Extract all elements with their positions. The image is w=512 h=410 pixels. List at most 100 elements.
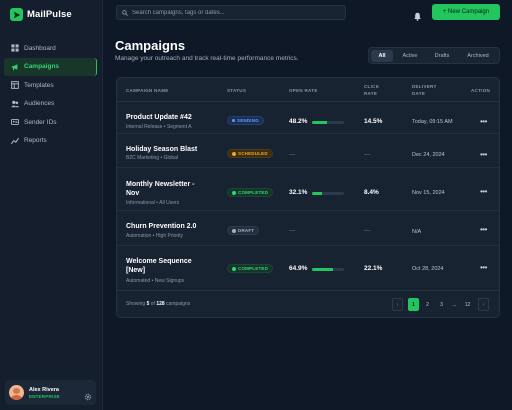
campaign-name[interactable]: Churn Prevention 2.0: [126, 223, 197, 230]
sidebar-item-sender-ids[interactable]: Sender IDs: [4, 113, 97, 131]
sidebar-item-label: Reports: [24, 137, 47, 144]
prev-page-button[interactable]: ‹: [392, 298, 403, 311]
more-actions-icon[interactable]: •••: [480, 150, 487, 159]
delivery-date: Nov 15, 2024: [412, 190, 445, 196]
bell-icon[interactable]: [413, 8, 422, 21]
sidebar-item-dashboard[interactable]: Dashboard: [4, 39, 97, 57]
status-badge: DRAFT: [227, 226, 260, 235]
table-header: CAMPAIGN NAME STATUS OPEN RATE CLICK RAT…: [117, 78, 499, 102]
page-ellipsis: ...: [452, 301, 457, 308]
avatar: [9, 385, 24, 400]
table-row[interactable]: Churn Prevention 2.0 Automation • High P…: [117, 212, 499, 246]
page-button-3[interactable]: 3: [440, 301, 443, 308]
summary-shown-count: 5: [146, 301, 150, 307]
sidebar-item-label: Templates: [24, 81, 54, 89]
click-rate-value: 8.4%: [364, 189, 379, 196]
user-card[interactable]: Alex Rivera ENTERPRISE: [5, 380, 96, 405]
table-row[interactable]: Monthly Newsletter - Nov Informational •…: [117, 169, 499, 211]
sidebar-item-reports[interactable]: Reports: [4, 132, 97, 150]
search-icon: [122, 9, 128, 16]
users-icon: [11, 100, 19, 108]
gear-icon[interactable]: [84, 388, 92, 401]
open-rate-value: 48.2%: [289, 118, 308, 125]
next-page-button[interactable]: ›: [478, 298, 489, 311]
campaign-name[interactable]: Monthly Newsletter -: [126, 181, 195, 188]
sidebar-nav: Dashboard Campaigns Templates Audiences …: [4, 39, 97, 150]
send-logo-icon: [10, 8, 23, 21]
page-subtitle: Manage your outreach and track real-time…: [115, 55, 299, 62]
sidebar-item-label: Sender IDs: [24, 118, 57, 126]
status-label: COMPLETED: [238, 190, 269, 195]
tab-drafts[interactable]: Drafts: [434, 52, 450, 59]
open-rate-bar: [312, 192, 344, 195]
table-row[interactable]: Welcome Sequence [New] Automated • New S…: [117, 247, 499, 291]
column-header-status[interactable]: STATUS: [227, 88, 247, 93]
column-header-name[interactable]: CAMPAIGN NAME: [126, 88, 169, 93]
open-rate-bar: [312, 268, 344, 271]
page-button-2[interactable]: 2: [426, 301, 429, 308]
tab-archived[interactable]: Archived: [467, 52, 489, 59]
more-actions-icon[interactable]: •••: [480, 187, 487, 196]
status-label: COMPLETED: [238, 266, 269, 271]
more-actions-icon[interactable]: •••: [480, 117, 487, 126]
sidebar: MailPulse Dashboard Campaigns Templates …: [0, 0, 103, 410]
summary-of: of: [150, 301, 155, 307]
table-row[interactable]: Holiday Season Blast B2C Marketing • Glo…: [117, 135, 499, 168]
status-label: SENDING: [237, 118, 259, 123]
open-rate-bar-fill: [312, 268, 333, 271]
status-label: SCHEDULED: [238, 151, 268, 156]
campaign-name-line2[interactable]: Nov: [126, 190, 140, 197]
user-info: Alex Rivera ENTERPRISE: [29, 387, 60, 399]
document-icon: [232, 228, 236, 233]
column-header-action: ACTION: [471, 88, 491, 93]
summary-total-count: 128: [156, 301, 165, 307]
campaign-name[interactable]: Product Update #42: [126, 114, 192, 121]
status-badge: COMPLETED: [227, 264, 274, 273]
more-actions-icon[interactable]: •••: [480, 263, 487, 272]
status-dot-icon: [232, 119, 235, 122]
sidebar-item-campaigns[interactable]: Campaigns: [4, 57, 97, 76]
status-badge: SENDING: [227, 116, 264, 125]
brand[interactable]: MailPulse: [10, 8, 72, 21]
campaign-name[interactable]: Holiday Season Blast: [126, 146, 198, 153]
check-circle-icon: [232, 190, 236, 195]
column-header-click-rate-line2[interactable]: RATE: [364, 91, 378, 96]
delivery-date: N/A: [412, 229, 422, 235]
delivery-date: Today, 09:15 AM: [412, 119, 453, 125]
click-rate-value: —: [364, 151, 371, 158]
more-actions-icon[interactable]: •••: [480, 225, 487, 234]
campaign-name-line2[interactable]: [New]: [126, 267, 146, 274]
open-rate-value: 32.1%: [289, 189, 308, 196]
sidebar-item-templates[interactable]: Templates: [4, 76, 97, 94]
table-row[interactable]: Product Update #42 Internal Release • Se…: [117, 102, 499, 134]
user-name: Alex Rivera: [29, 386, 59, 393]
campaign-subtitle: B2C Marketing • Global: [126, 155, 179, 161]
sidebar-item-audiences[interactable]: Audiences: [4, 95, 97, 113]
tab-active[interactable]: Active: [402, 52, 418, 59]
campaign-subtitle: Automation • High Priority: [126, 233, 184, 239]
status-badge: SCHEDULED: [227, 149, 273, 158]
campaign-name[interactable]: Welcome Sequence: [126, 258, 192, 265]
campaign-subtitle: Informational • All Users: [126, 200, 180, 206]
click-rate-value: 22.1%: [364, 265, 383, 272]
delivery-date: Oct 28, 2024: [412, 266, 444, 272]
open-rate-bar-fill: [312, 121, 328, 124]
search-bar[interactable]: [116, 5, 346, 20]
column-header-delivery-date-line2[interactable]: DATE: [412, 91, 426, 96]
id-card-icon: [11, 118, 19, 126]
sidebar-item-label: Audiences: [24, 100, 55, 107]
page-button-12[interactable]: 12: [464, 301, 471, 308]
campaign-subtitle: Internal Release • Segment A: [126, 124, 192, 130]
click-rate-value: —: [364, 227, 371, 234]
open-rate-bar: [312, 121, 344, 124]
search-input[interactable]: [132, 9, 332, 16]
summary-suffix: campaigns: [166, 301, 191, 307]
user-plan: ENTERPRISE: [29, 393, 60, 399]
column-header-click-rate-line1[interactable]: CLICK: [364, 84, 380, 89]
campaigns-table: CAMPAIGN NAME STATUS OPEN RATE CLICK RAT…: [116, 77, 500, 318]
column-header-delivery-date-line1[interactable]: DELIVERY: [412, 84, 437, 89]
new-campaign-button[interactable]: + New Campaign: [432, 4, 500, 20]
column-header-open-rate[interactable]: OPEN RATE: [289, 88, 318, 93]
tab-all[interactable]: All: [371, 49, 393, 62]
page-button-1[interactable]: 1: [408, 298, 419, 311]
